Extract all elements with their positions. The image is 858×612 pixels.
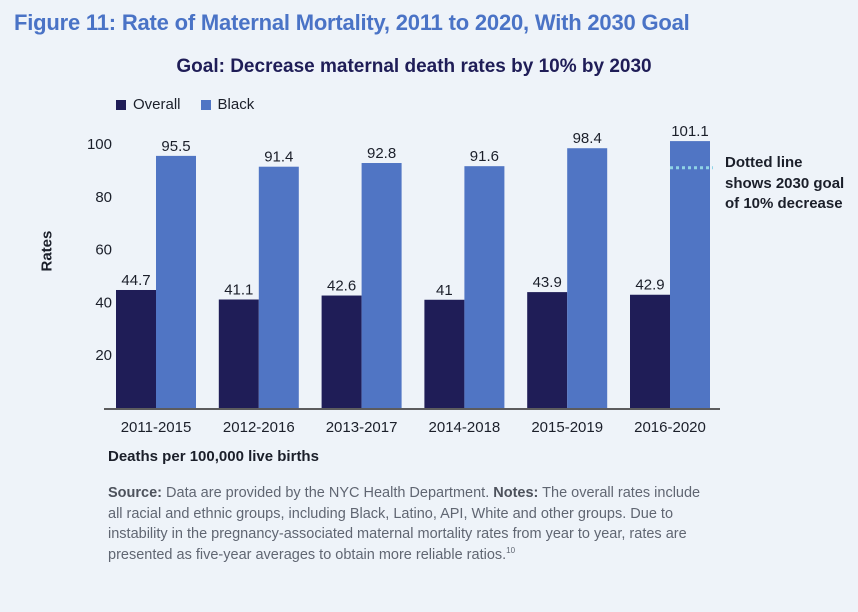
data-label-overall: 41.1 xyxy=(224,281,253,298)
figure-title: Figure 11: Rate of Maternal Mortality, 2… xyxy=(14,10,690,35)
bar-overall xyxy=(527,292,568,408)
legend-label-black: Black xyxy=(217,96,255,113)
data-label-overall: 42.9 xyxy=(635,277,664,294)
source-notes: Source: Data are provided by the NYC Hea… xyxy=(108,483,718,565)
bar-overall xyxy=(321,295,362,408)
data-label-overall: 41 xyxy=(436,282,453,299)
y-tick-label: 60 xyxy=(95,242,112,259)
bar-overall xyxy=(630,294,670,408)
notes-text: The overall rates include all racial and… xyxy=(108,485,701,563)
y-tick-label: 80 xyxy=(95,189,112,206)
x-tick-label: 2013-2017 xyxy=(326,419,398,436)
bar-black xyxy=(361,163,402,408)
bar-black xyxy=(464,166,505,408)
data-label-black: 101.1 xyxy=(671,123,709,140)
y-tick-label: 100 xyxy=(87,136,112,153)
bar-black xyxy=(258,166,299,408)
x-tick-label: 2016-2020 xyxy=(634,419,706,436)
chart-subtitle: Goal: Decrease maternal death rates by 1… xyxy=(176,56,652,77)
x-tick-label: 2011-2015 xyxy=(121,419,192,436)
bar-overall xyxy=(116,289,156,408)
y-tick-label: 20 xyxy=(95,347,112,364)
legend: Overall Black xyxy=(116,96,274,113)
y-tick-label: 40 xyxy=(95,294,112,311)
bar-black xyxy=(567,148,608,408)
source-label: Source: xyxy=(108,485,162,501)
data-label-black: 91.4 xyxy=(264,149,293,166)
legend-swatch-overall xyxy=(116,99,126,110)
footnote-marker: 10 xyxy=(506,545,516,555)
data-label-black: 98.4 xyxy=(573,130,602,147)
legend-item-black: Black xyxy=(200,96,255,113)
source-text: Data are provided by the NYC Health Depa… xyxy=(162,485,494,501)
bar-overall xyxy=(424,299,465,408)
data-label-overall: 43.9 xyxy=(533,274,562,291)
data-label-black: 92.8 xyxy=(367,145,396,162)
legend-item-overall: Overall xyxy=(116,96,181,113)
x-tick-label: 2014-2018 xyxy=(429,419,501,436)
x-axis-label: Deaths per 100,000 live births xyxy=(108,448,319,465)
goal-annotation: Dotted line shows 2030 goal of 10% decre… xyxy=(725,154,845,212)
bar-overall xyxy=(218,299,259,408)
bar-black xyxy=(156,155,196,408)
data-label-overall: 42.6 xyxy=(327,278,356,295)
data-label-black: 95.5 xyxy=(161,138,190,155)
data-label-black: 91.6 xyxy=(470,148,499,165)
bar-black xyxy=(670,141,710,408)
data-label-overall: 44.7 xyxy=(121,272,150,289)
notes-label: Notes: xyxy=(493,485,539,501)
x-tick-label: 2012-2016 xyxy=(223,419,295,436)
legend-swatch-black xyxy=(200,99,211,110)
legend-label-overall: Overall xyxy=(133,96,181,113)
x-tick-label: 2015-2019 xyxy=(531,419,603,436)
